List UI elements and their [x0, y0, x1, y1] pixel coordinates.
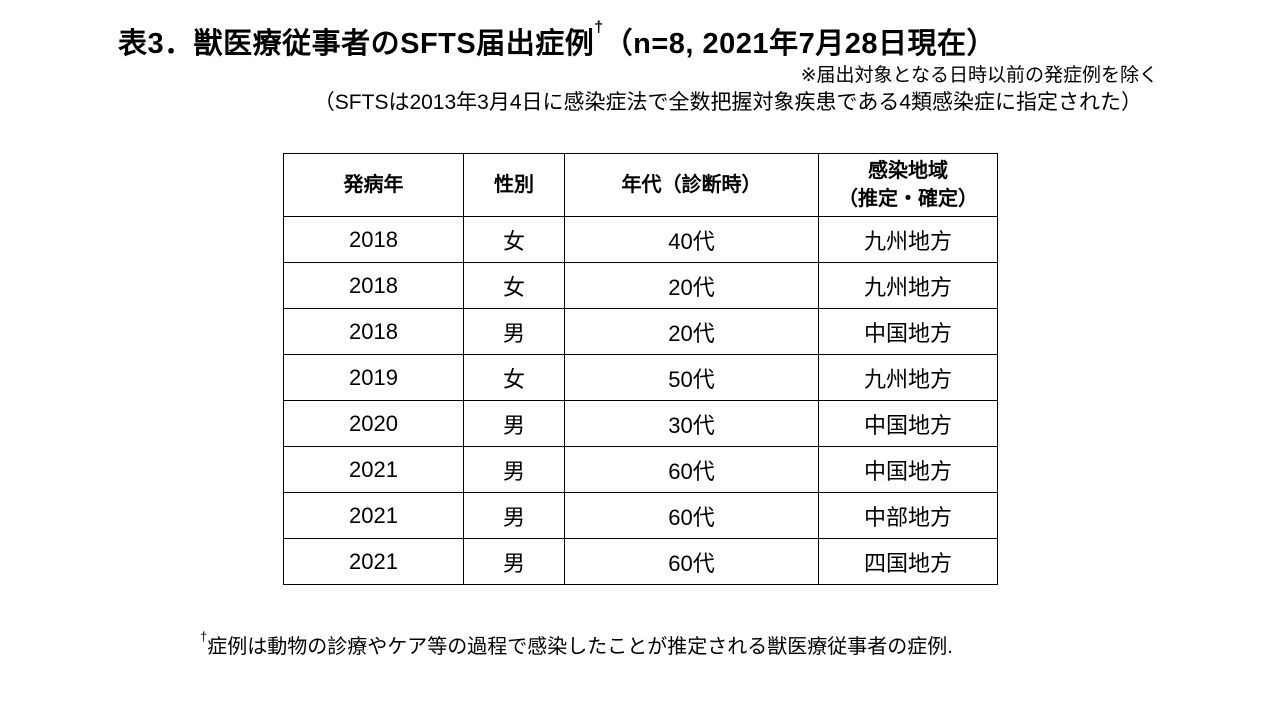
header-age-group: 年代（診断時） [564, 153, 819, 217]
cell-onset-year: 2018 [283, 262, 464, 309]
table-row: 2018 男 20代 中国地方 [283, 308, 998, 355]
cell-sex: 女 [463, 216, 565, 263]
exclusion-note: ※届出対象となる日時以前の発症例を除く [800, 65, 1158, 86]
cell-infection-region: 中国地方 [818, 446, 998, 493]
table-row: 2021 男 60代 四国地方 [283, 538, 998, 585]
cell-onset-year: 2019 [283, 354, 464, 401]
header-infection-region: 感染地域 （推定・確定） [818, 153, 998, 217]
table-row: 2019 女 50代 九州地方 [283, 354, 998, 401]
cell-onset-year: 2021 [283, 538, 464, 585]
table-row: 2021 男 60代 中国地方 [283, 446, 998, 493]
cell-infection-region: 中国地方 [818, 400, 998, 447]
header-onset-year: 発病年 [283, 153, 464, 217]
footnote-dagger: † [200, 629, 208, 644]
cell-age-group: 50代 [564, 354, 819, 401]
cell-age-group: 20代 [564, 262, 819, 309]
cell-infection-region: 九州地方 [818, 216, 998, 263]
header-sex: 性別 [463, 153, 565, 217]
cell-age-group: 60代 [564, 538, 819, 585]
cell-sex: 男 [463, 400, 565, 447]
table-row: 2020 男 30代 中国地方 [283, 400, 998, 447]
page-title-paren: （n=8, 2021年7月28日現在） [603, 28, 996, 60]
cell-infection-region: 九州地方 [818, 262, 998, 309]
cell-onset-year: 2018 [283, 308, 464, 355]
header-region-line1: 感染地域 [868, 160, 948, 182]
table-row: 2018 女 40代 九州地方 [283, 216, 998, 263]
cell-sex: 男 [463, 492, 565, 539]
page-title-main: 表3．獣医療従事者のSFTS届出症例 [118, 28, 595, 60]
cell-infection-region: 中国地方 [818, 308, 998, 355]
cell-age-group: 40代 [564, 216, 819, 263]
title-dagger: † [594, 19, 604, 36]
header-region-line2: （推定・確定） [838, 188, 978, 210]
cell-sex: 女 [463, 354, 565, 401]
cell-sex: 男 [463, 538, 565, 585]
case-table: 発病年 性別 年代（診断時） 感染地域 （推定・確定） 2018 女 40代 九… [283, 153, 998, 585]
cell-age-group: 20代 [564, 308, 819, 355]
designation-note: （SFTSは2013年3月4日に感染症法で全数把握対象疾患である4類感染症に指定… [313, 91, 1142, 114]
cell-infection-region: 四国地方 [818, 538, 998, 585]
cell-infection-region: 中部地方 [818, 492, 998, 539]
cell-age-group: 30代 [564, 400, 819, 447]
cell-onset-year: 2020 [283, 400, 464, 447]
cell-age-group: 60代 [564, 492, 819, 539]
cell-onset-year: 2018 [283, 216, 464, 263]
cell-sex: 男 [463, 446, 565, 493]
cell-sex: 男 [463, 308, 565, 355]
cell-onset-year: 2021 [283, 492, 464, 539]
footnote-text: 症例は動物の診療やケア等の過程で感染したことが推定される獣医療従事者の症例. [207, 636, 953, 658]
cell-infection-region: 九州地方 [818, 354, 998, 401]
cell-sex: 女 [463, 262, 565, 309]
page-title: 表3．獣医療従事者のSFTS届出症例†（n=8, 2021年7月28日現在） [118, 20, 996, 62]
table-row: 2021 男 60代 中部地方 [283, 492, 998, 539]
table-header-row: 発病年 性別 年代（診断時） 感染地域 （推定・確定） [283, 153, 998, 217]
cell-age-group: 60代 [564, 446, 819, 493]
table-row: 2018 女 20代 九州地方 [283, 262, 998, 309]
cell-onset-year: 2021 [283, 446, 464, 493]
footnote: †症例は動物の診療やケア等の過程で感染したことが推定される獣医療従事者の症例. [200, 630, 953, 659]
